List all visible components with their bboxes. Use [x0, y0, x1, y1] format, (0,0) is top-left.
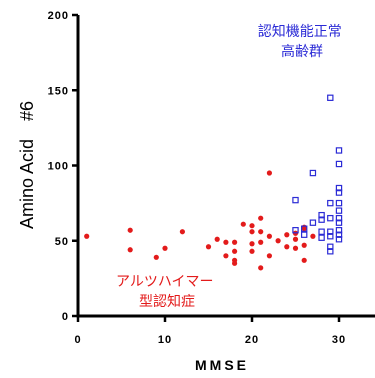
data-point-normal: [328, 95, 333, 100]
data-point-alzheimers: [154, 255, 159, 260]
data-point-alzheimers: [223, 253, 228, 258]
y-tick-label: 150: [48, 85, 69, 97]
data-point-normal: [336, 148, 341, 153]
data-point-alzheimers: [258, 216, 263, 221]
y-tick-label: 200: [48, 10, 69, 22]
data-point-normal: [310, 220, 315, 225]
data-point-normal: [302, 232, 307, 237]
data-point-normal: [336, 208, 341, 213]
data-point-normal: [336, 201, 341, 206]
ticks: 0 50 100 150 200 0 10 20 30: [48, 10, 346, 346]
annotation-alzheimers: アルツハイマー 型認知症: [116, 274, 218, 310]
data-points: [84, 95, 342, 270]
data-point-alzheimers: [249, 229, 254, 234]
data-point-normal: [328, 216, 333, 221]
data-point-alzheimers: [232, 261, 237, 266]
data-point-alzheimers: [128, 247, 133, 252]
x-tick-label: 30: [332, 334, 346, 346]
data-point-alzheimers: [180, 229, 185, 234]
x-tick-label: 0: [74, 334, 81, 346]
data-point-alzheimers: [276, 238, 281, 243]
x-tick-label: 20: [245, 334, 259, 346]
y-tick-label: 50: [55, 236, 69, 248]
data-point-alzheimers: [310, 234, 315, 239]
data-point-alzheimers: [258, 265, 263, 270]
data-point-alzheimers: [232, 240, 237, 245]
data-point-alzheimers: [215, 237, 220, 242]
axes: [77, 15, 375, 318]
data-point-alzheimers: [232, 249, 237, 254]
data-point-normal: [310, 170, 315, 175]
data-point-alzheimers: [267, 253, 272, 258]
data-point-normal: [293, 198, 298, 203]
data-point-alzheimers: [128, 228, 133, 233]
data-point-alzheimers: [223, 240, 228, 245]
data-point-alzheimers: [258, 240, 263, 245]
annotation-alzheimers-line-2: 型認知症: [139, 293, 195, 310]
annotation-alzheimers-line-1: アルツハイマー: [116, 274, 214, 290]
data-point-normal: [319, 229, 324, 234]
data-point-alzheimers: [284, 244, 289, 249]
data-point-alzheimers: [206, 244, 211, 249]
data-point-alzheimers: [241, 222, 246, 227]
data-point-alzheimers: [267, 234, 272, 239]
data-point-alzheimers: [293, 237, 298, 242]
y-axis-title: Amino Acid #6: [17, 101, 37, 229]
annotation-normal-line-1: 認知機能正常: [258, 23, 342, 40]
data-point-alzheimers: [258, 229, 263, 234]
annotation-normal-line-2: 高齢群: [281, 43, 323, 60]
x-tick-label: 10: [158, 334, 172, 346]
data-point-normal: [336, 161, 341, 166]
data-point-alzheimers: [284, 232, 289, 237]
data-point-alzheimers: [302, 258, 307, 263]
data-point-normal: [328, 201, 333, 206]
data-point-alzheimers: [302, 243, 307, 248]
data-point-alzheimers: [267, 170, 272, 175]
data-point-alzheimers: [162, 246, 167, 251]
x-axis-title: MMSE: [195, 357, 249, 373]
y-tick-label: 100: [48, 161, 69, 173]
data-point-alzheimers: [293, 246, 298, 251]
data-point-alzheimers: [249, 223, 254, 228]
y-tick-label: 0: [62, 311, 69, 323]
data-point-alzheimers: [84, 234, 89, 239]
annotation-normal-elderly: 認知機能正常 高齢群: [258, 23, 346, 60]
data-point-alzheimers: [249, 249, 254, 254]
data-point-alzheimers: [302, 226, 307, 231]
data-point-normal: [319, 235, 324, 240]
data-point-alzheimers: [249, 241, 254, 246]
